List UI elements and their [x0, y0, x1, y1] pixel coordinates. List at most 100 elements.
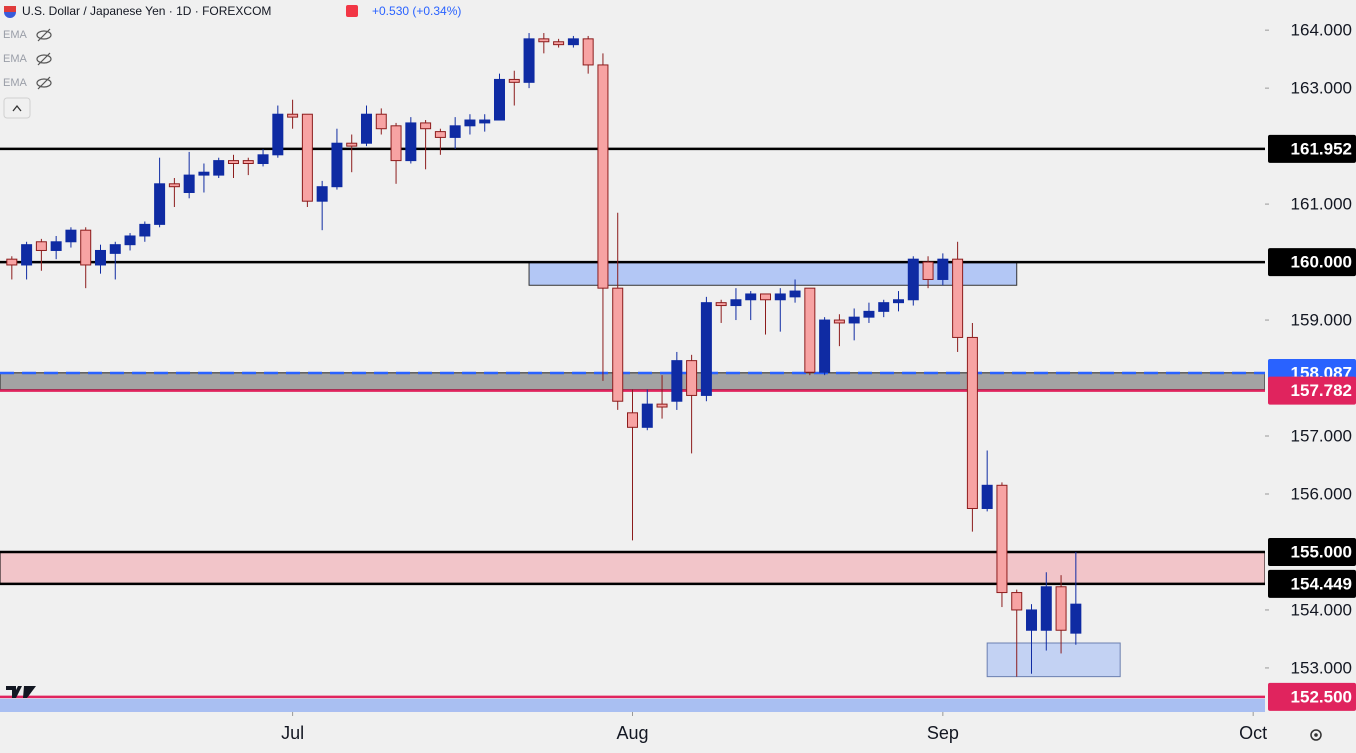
candle-body — [700, 302, 712, 396]
plot-area — [0, 33, 1266, 713]
x-tick-label: Sep — [927, 723, 959, 743]
legend: U.S. Dollar / Japanese Yen · 1D · FOREXC… — [3, 4, 461, 119]
level-label: 157.782 — [1291, 381, 1352, 400]
y-tick-label: 154.000 — [1291, 600, 1352, 619]
candle-body — [627, 412, 638, 428]
candle-body — [287, 113, 299, 118]
candle-body — [183, 174, 195, 193]
eye-icon[interactable] — [36, 30, 52, 40]
candle-body — [124, 235, 136, 246]
zone — [0, 551, 1266, 585]
candle-body — [1026, 609, 1038, 631]
y-tick-label: 159.000 — [1291, 311, 1352, 330]
price-axis-corner — [1268, 716, 1356, 753]
candle-body — [567, 38, 579, 46]
candle-body — [227, 160, 239, 165]
candle-body — [316, 186, 328, 202]
symbol-title: U.S. Dollar / Japanese Yen · 1D · FOREXC… — [22, 4, 271, 18]
candle-body — [996, 484, 1008, 594]
price-change: +0.530 (+0.34%) — [372, 4, 461, 18]
level-label: 160.000 — [1291, 253, 1352, 272]
candle-body — [893, 299, 905, 304]
candle-body — [878, 302, 890, 312]
candle-body — [434, 131, 446, 138]
x-tick-label: Oct — [1239, 723, 1267, 743]
x-tick-label: Aug — [616, 723, 648, 743]
y-tick-label: 156.000 — [1291, 484, 1352, 503]
eye-icon[interactable] — [36, 78, 52, 88]
candle-body — [582, 38, 594, 66]
indicator-label[interactable]: EMA — [3, 29, 28, 41]
candle-body — [375, 113, 387, 130]
level-label: 155.000 — [1291, 542, 1352, 561]
candle-body — [198, 171, 210, 176]
candle-body — [94, 249, 106, 266]
y-tick-label: 164.000 — [1291, 21, 1352, 40]
candle-body — [139, 223, 151, 237]
eye-icon[interactable] — [36, 54, 52, 64]
eye-slash — [37, 28, 51, 42]
candle-body — [1055, 586, 1067, 631]
y-tick-label: 161.000 — [1291, 195, 1352, 214]
candle-body — [863, 310, 875, 318]
candle-body — [449, 125, 461, 138]
candle-body — [523, 38, 535, 83]
candle-body — [420, 122, 432, 130]
zone — [0, 372, 1266, 391]
candle-body — [168, 183, 180, 188]
market-status[interactable] — [346, 5, 358, 17]
candle-body — [833, 319, 845, 324]
candle-body — [21, 244, 33, 266]
level-label: 161.952 — [1291, 139, 1352, 158]
time-axis — [0, 712, 1356, 753]
indicator-label[interactable]: EMA — [3, 77, 28, 89]
indicator-label[interactable]: EMA — [3, 53, 28, 65]
level-label-box — [1268, 248, 1356, 277]
candle-body — [553, 41, 565, 46]
candle-body — [65, 229, 77, 243]
candle-body — [390, 125, 402, 162]
candle-body — [242, 160, 254, 165]
candle-body — [774, 293, 786, 301]
candle-body — [819, 319, 831, 373]
candle-body — [35, 241, 47, 251]
candle-body — [922, 261, 934, 280]
candle-body — [6, 258, 18, 266]
symbol-icon-flag — [4, 6, 16, 12]
zone — [986, 642, 1121, 678]
candle-body — [50, 241, 62, 251]
candle-body — [538, 38, 550, 43]
candle-body — [804, 287, 816, 373]
candle-body — [405, 122, 417, 162]
zone — [0, 698, 1266, 713]
candle-body — [597, 64, 609, 289]
candle-body — [479, 119, 491, 124]
settings-icon-dot — [1314, 733, 1318, 737]
candle-body — [745, 293, 757, 301]
candle-body — [80, 229, 92, 266]
candle-body — [360, 113, 372, 144]
level-label-box — [1268, 682, 1356, 711]
candle-body — [730, 299, 742, 307]
y-tick-label: 153.000 — [1291, 658, 1352, 677]
candle-body — [907, 258, 919, 301]
candle-body — [109, 244, 121, 254]
candle-body — [966, 336, 978, 509]
candle-body — [493, 78, 505, 121]
x-tick-label: Jul — [281, 723, 304, 743]
candle-body — [257, 154, 269, 165]
candle-body — [612, 287, 624, 402]
level-label-box — [1268, 134, 1356, 163]
candle-body — [301, 113, 313, 202]
candle-body — [213, 160, 225, 176]
candle-body — [715, 302, 727, 307]
candle-body — [686, 360, 698, 396]
candle-body — [952, 258, 964, 338]
candle-body — [656, 403, 668, 408]
level-label-box — [1268, 376, 1356, 405]
collapse-button[interactable] — [3, 97, 31, 119]
candle-body — [981, 484, 993, 509]
settings-icon[interactable] — [1310, 729, 1322, 741]
y-tick-label: 163.000 — [1291, 79, 1352, 98]
